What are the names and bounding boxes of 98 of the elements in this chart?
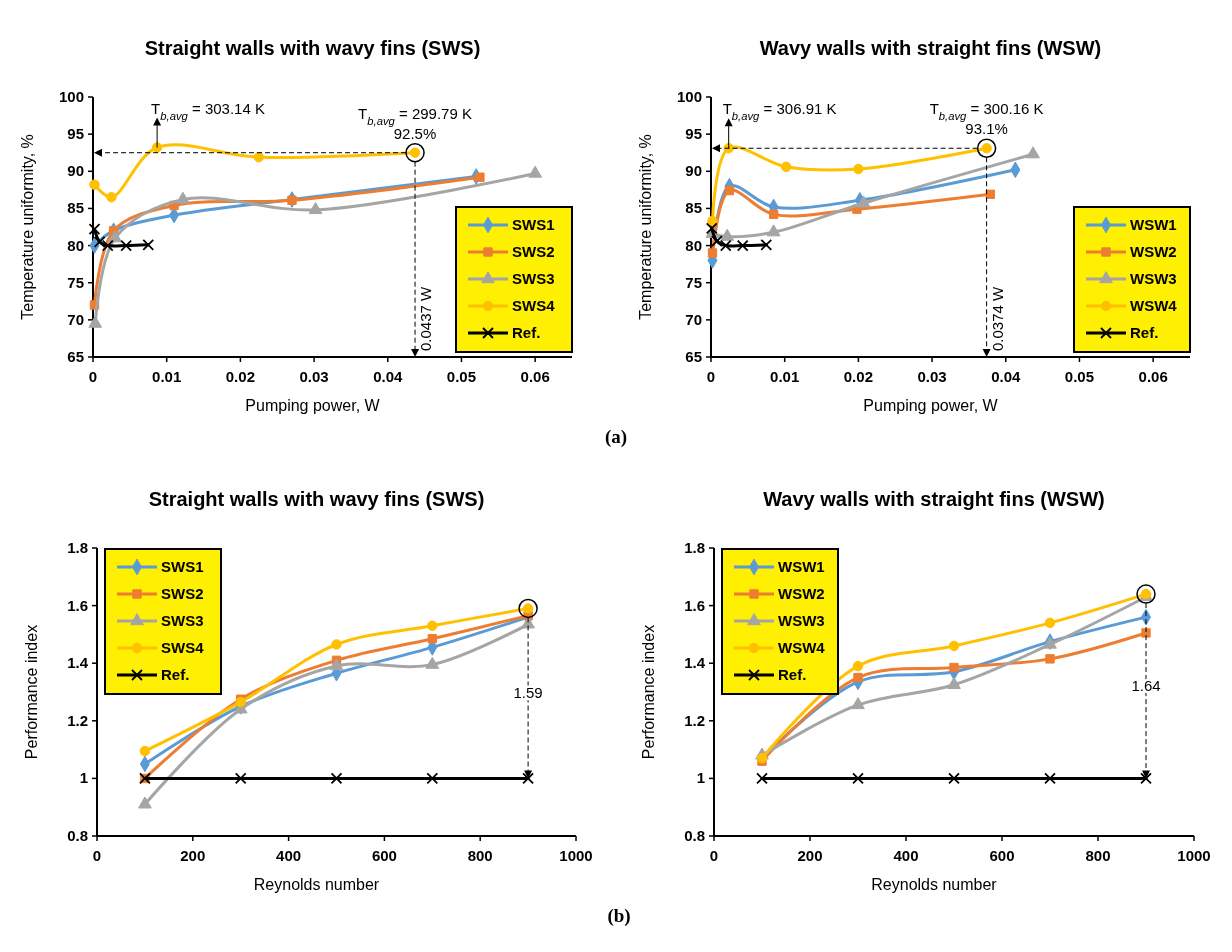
legend-label: Ref.: [161, 666, 190, 683]
text: (a): [604, 426, 628, 448]
x-axis-title: Reynolds number: [253, 876, 380, 893]
x-tick-label: 800: [467, 847, 493, 864]
legend-label: SWS3: [512, 270, 555, 287]
y-tick-label: 90: [67, 162, 84, 180]
legend-label: WSW1: [778, 558, 825, 575]
legend-label: WSW1: [1130, 216, 1177, 233]
annotation: 92.5%: [393, 124, 437, 142]
chart-title: Wavy walls with straight fins (WSW): [759, 37, 1102, 59]
annotation: T$_{b,avg}$ = 300.16 K: [929, 100, 1044, 123]
y-tick-label: 1.6: [684, 596, 705, 614]
y-tick-label: 1: [79, 769, 88, 787]
legend-label: WSW4: [1130, 297, 1178, 314]
y-axis-title: Temperature uniformity, %: [19, 134, 36, 320]
x-tick-label: 1000: [559, 847, 593, 864]
chart-title: Wavy walls with straight fins (WSW): [763, 488, 1105, 510]
y-tick-label: 1.2: [67, 711, 88, 729]
legend-label: WSW2: [1130, 243, 1177, 260]
legend-label: SWS1: [512, 216, 555, 233]
annotation: T$_{b,avg}$ = 306.91 K: [722, 100, 837, 123]
y-tick-label: 0.8: [684, 827, 705, 844]
y-tick-label: 0.8: [67, 827, 88, 844]
chart-title: Straight walls with wavy fins (SWS): [148, 488, 485, 510]
legend-label: Ref.: [778, 666, 807, 683]
x-axis-title: Reynolds number: [871, 876, 998, 893]
y-tick-label: 100: [676, 88, 702, 105]
x-tick-label: 0.05: [1064, 368, 1095, 385]
y-axis-title: Performance index: [640, 624, 657, 760]
x-tick-label: 0: [709, 847, 719, 864]
y-tick-label: 70: [685, 310, 702, 328]
text: (b): [607, 905, 631, 927]
legend-label: WSW3: [778, 612, 825, 629]
legend-label: Ref.: [1130, 324, 1159, 341]
legend-label: SWS2: [512, 243, 555, 260]
y-tick-label: 75: [67, 273, 84, 291]
x-tick-label: 400: [276, 847, 302, 864]
x-tick-label: 200: [797, 847, 823, 864]
chart-title: Straight walls with wavy fins (SWS): [144, 37, 481, 59]
y-tick-label: 100: [58, 88, 84, 105]
x-tick-label: 0.03: [299, 368, 329, 385]
legend-label: SWS1: [161, 558, 204, 575]
y-tick-label: 65: [67, 348, 84, 365]
x-tick-label: 800: [1085, 847, 1111, 864]
annotation: 0.0374 W: [988, 285, 1006, 351]
legend-label: WSW4: [778, 639, 826, 656]
y-tick-label: 1.8: [684, 539, 705, 556]
y-tick-label: 1.4: [67, 654, 89, 672]
y-tick-label: 80: [67, 236, 84, 254]
x-tick-label: 0: [706, 368, 716, 385]
annotation: 0.0437 W: [417, 285, 435, 351]
x-tick-label: 600: [989, 847, 1015, 864]
x-tick-label: 1000: [1177, 847, 1211, 864]
x-axis-title: Pumping power, W: [863, 397, 999, 414]
y-tick-label: 1.2: [684, 711, 705, 729]
x-tick-label: 0: [88, 368, 98, 385]
y-tick-label: 85: [67, 199, 84, 217]
y-tick-label: 95: [67, 125, 84, 143]
legend-label: SWS4: [161, 639, 205, 656]
y-tick-label: 1.4: [684, 654, 706, 672]
legend-label: WSW3: [1130, 270, 1177, 287]
x-tick-label: 0.04: [991, 368, 1022, 385]
x-tick-label: 0: [92, 847, 102, 864]
x-tick-label: 0.01: [770, 368, 800, 385]
x-tick-label: 0.04: [373, 368, 404, 385]
x-tick-label: 200: [180, 847, 206, 864]
y-tick-label: 70: [67, 310, 84, 328]
annotation: 1.64: [1131, 677, 1161, 695]
x-tick-label: 600: [371, 847, 397, 864]
y-tick-label: 85: [685, 199, 702, 217]
y-tick-label: 95: [685, 125, 702, 143]
y-tick-label: 90: [685, 162, 702, 180]
x-tick-label: 0.01: [152, 368, 182, 385]
y-tick-label: 1.6: [67, 596, 88, 614]
x-tick-label: 0.02: [225, 368, 255, 385]
y-tick-label: 75: [685, 273, 702, 291]
x-axis-title: Pumping power, W: [245, 397, 381, 414]
y-tick-label: 65: [685, 348, 702, 365]
y-tick-label: 80: [685, 236, 702, 254]
legend-label: WSW2: [778, 585, 825, 602]
y-tick-label: 1: [696, 769, 705, 787]
x-tick-label: 0.05: [446, 368, 477, 385]
legend-label: SWS2: [161, 585, 204, 602]
x-tick-label: 400: [893, 847, 919, 864]
annotation: 1.59: [513, 684, 543, 702]
annotation: 93.1%: [965, 120, 1008, 138]
x-tick-label: 0.06: [520, 368, 550, 385]
y-tick-label: 1.8: [67, 539, 88, 556]
legend-label: Ref.: [512, 324, 541, 341]
y-axis-title: Performance index: [23, 624, 40, 760]
x-tick-label: 0.03: [917, 368, 947, 385]
annotation: T$_{b,avg}$ = 303.14 K: [151, 99, 265, 122]
x-tick-label: 0.02: [843, 368, 873, 385]
legend-label: SWS3: [161, 612, 204, 629]
annotation: T$_{b,avg}$ = 299.79 K: [358, 104, 472, 127]
legend-label: SWS4: [512, 297, 556, 314]
x-tick-label: 0.06: [1138, 368, 1168, 385]
y-axis-title: Temperature uniformity, %: [637, 134, 654, 320]
